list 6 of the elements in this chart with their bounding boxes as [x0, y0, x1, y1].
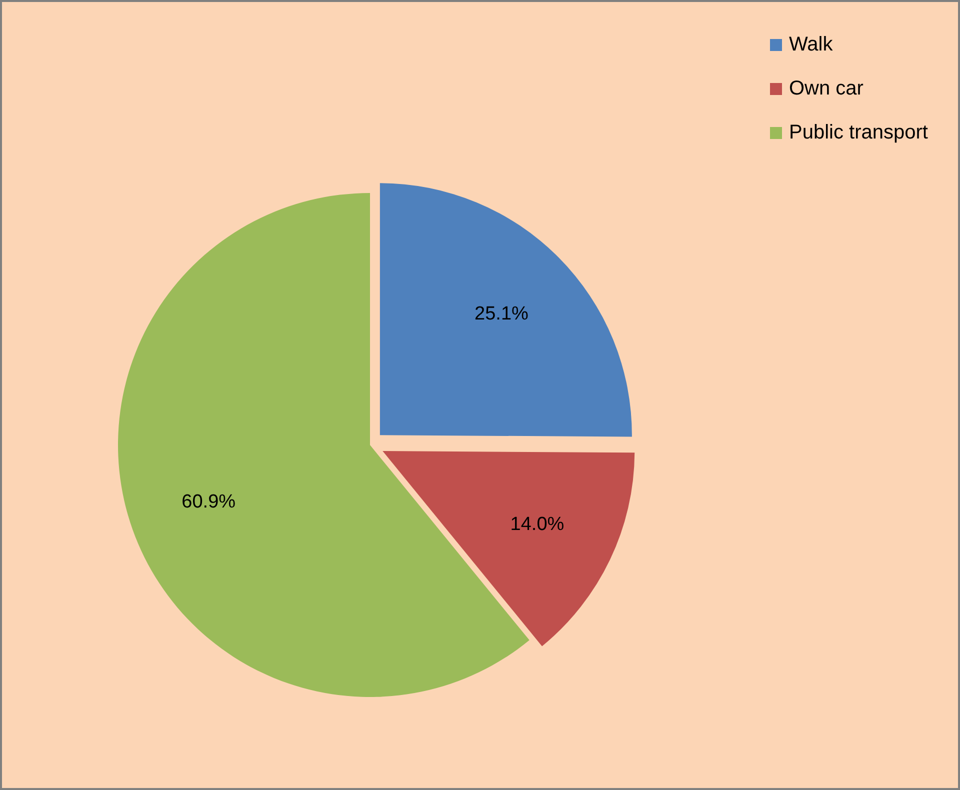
data-label: 60.9%	[182, 492, 236, 513]
data-label: 25.1%	[474, 303, 529, 324]
legend-label: Own car	[789, 77, 864, 100]
legend-label: Walk	[789, 33, 834, 56]
legend-label: Public transport	[789, 121, 928, 144]
data-label: 14.0%	[510, 514, 564, 535]
